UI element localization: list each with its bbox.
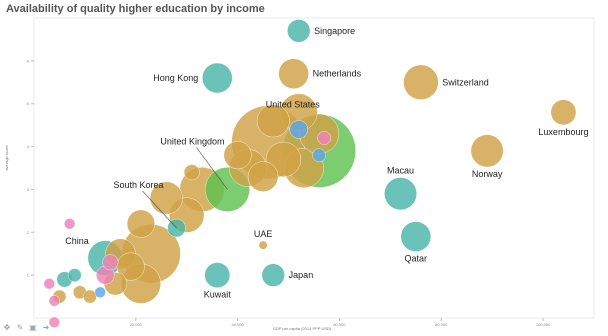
data-point-netherlands[interactable] [278, 58, 309, 89]
move-icon[interactable]: ✥ [3, 322, 11, 332]
data-point[interactable] [223, 141, 252, 170]
data-point-united-states[interactable] [289, 120, 308, 139]
y-tick-label: 3 [27, 187, 30, 192]
x-tick-label: 100,000 [536, 322, 551, 327]
country-label: Netherlands [313, 69, 362, 79]
data-point[interactable] [183, 164, 200, 181]
data-point-hong-kong[interactable] [202, 62, 233, 94]
label-leader-line [142, 190, 177, 229]
country-label: South Korea [114, 180, 164, 190]
data-point[interactable] [247, 161, 279, 192]
data-point[interactable] [94, 286, 106, 298]
data-point[interactable] [102, 254, 119, 271]
data-point-macau[interactable] [384, 177, 417, 211]
country-label: Hong Kong [153, 73, 198, 83]
axes-layer: 20,000 40,000 60,000 80,000 100,000 1 2 3 4 5 6 [27, 17, 595, 327]
country-label: China [65, 236, 89, 246]
y-tick-label: 2 [27, 230, 30, 235]
x-tick-label: 20,000 [130, 322, 143, 327]
chart-title: Availability of quality higher education… [6, 3, 265, 15]
y-tick-label: 6 [27, 58, 30, 63]
data-point[interactable] [126, 209, 155, 238]
country-label: United States [266, 99, 321, 109]
labels-layer: Singapore Hong Kong Netherlands Switzerland… [65, 26, 588, 300]
data-point-kuwait[interactable] [204, 262, 231, 288]
country-label: Kuwait [204, 290, 232, 300]
label-leader-line [196, 147, 228, 190]
forward-icon[interactable]: ➜ [42, 322, 50, 332]
y-tick-label: 5 [27, 101, 30, 106]
country-label: UAE [254, 229, 273, 239]
y-tick-label: 4 [27, 144, 30, 149]
data-point[interactable] [43, 278, 55, 290]
bubbles-layer [43, 19, 577, 328]
chart-toolbar: ✥ ✎ ▣ ➜ [2, 322, 51, 332]
country-label: Switzerland [442, 77, 489, 87]
plot-frame [33, 17, 595, 319]
data-point-switzerland[interactable] [403, 64, 439, 100]
data-point-uae[interactable] [258, 240, 268, 250]
x-tick-label: 60,000 [333, 322, 346, 327]
x-tick-label: 40,000 [232, 322, 245, 327]
save-icon[interactable]: ▣ [29, 322, 37, 332]
country-label: Singapore [314, 26, 355, 36]
y-axis-label: average score [4, 145, 9, 171]
x-axis-label: GDP per capita (2014 PPP USD) [273, 326, 332, 331]
country-label: Norway [472, 169, 503, 179]
country-label: Japan [289, 270, 314, 280]
x-tick-label: 80,000 [435, 322, 448, 327]
data-point[interactable] [67, 268, 82, 282]
data-point[interactable] [64, 218, 76, 230]
country-label: Luxembourg [538, 127, 588, 137]
country-label: Qatar [405, 254, 428, 264]
edit-icon[interactable]: ✎ [16, 322, 24, 332]
data-point[interactable] [312, 148, 326, 162]
data-point[interactable] [48, 295, 60, 307]
data-point-japan[interactable] [261, 263, 285, 287]
data-point-norway[interactable] [470, 134, 504, 168]
data-point-singapore[interactable] [287, 19, 311, 43]
y-tick-label: 1 [27, 273, 30, 278]
data-point[interactable] [149, 181, 183, 215]
data-point-qatar[interactable] [400, 221, 432, 252]
data-point[interactable] [256, 104, 290, 138]
data-point-luxembourg[interactable] [550, 99, 577, 126]
country-label: United Kingdom [160, 136, 224, 146]
data-point[interactable] [48, 316, 60, 328]
data-point[interactable] [317, 131, 331, 145]
country-label: Macau [387, 166, 414, 176]
